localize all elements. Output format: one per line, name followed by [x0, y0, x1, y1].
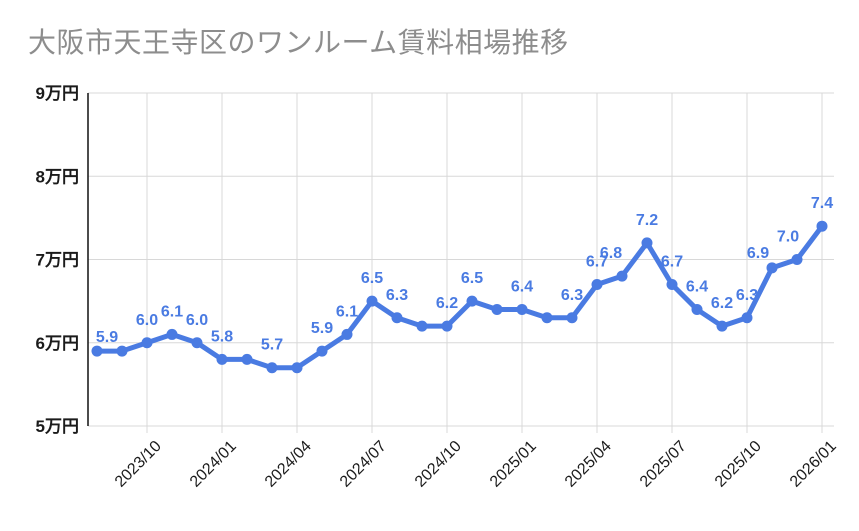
data-point-2023-08[interactable] [91, 345, 103, 357]
data-point-2026-01[interactable] [816, 220, 828, 232]
point-value-label: 6.0 [186, 312, 208, 329]
data-point-2025-06[interactable] [641, 237, 653, 249]
x-axis-tick-label: 2026/01 [787, 438, 840, 491]
point-value-label: 5.9 [311, 320, 333, 337]
y-axis-tick-label: 8万円 [36, 167, 79, 186]
data-point-2024-11[interactable] [466, 295, 478, 307]
y-axis-tick-label: 5万円 [36, 417, 79, 436]
data-point-2023-11[interactable] [166, 328, 178, 340]
data-point-2025-03[interactable] [566, 312, 578, 324]
point-value-label: 7.4 [811, 195, 833, 212]
x-axis-tick-label: 2024/10 [412, 438, 465, 491]
y-axis-tick-label: 7万円 [36, 251, 79, 270]
data-point-2024-01[interactable] [216, 353, 228, 365]
point-value-label: 5.8 [211, 328, 233, 345]
data-point-2024-06[interactable] [341, 328, 353, 340]
data-point-2025-04[interactable] [591, 278, 603, 290]
data-point-2025-02[interactable] [541, 312, 553, 324]
point-value-label: 6.2 [436, 295, 458, 312]
point-value-label: 6.3 [736, 287, 758, 304]
point-value-label: 6.9 [747, 245, 769, 262]
point-value-label: 6.1 [161, 303, 183, 320]
point-value-label: 5.7 [261, 337, 283, 354]
data-point-2025-05[interactable] [616, 270, 628, 282]
x-axis-tick-label: 2024/04 [262, 438, 315, 491]
x-axis-tick-label: 2025/01 [487, 438, 540, 491]
x-axis-tick-label: 2025/10 [712, 438, 765, 491]
point-value-label: 6.4 [686, 278, 708, 295]
data-point-2024-04[interactable] [291, 362, 303, 374]
x-axis-tick-label: 2023/10 [112, 438, 165, 491]
point-value-label: 6.5 [361, 270, 383, 287]
x-axis-tick-label: 2024/01 [187, 438, 240, 491]
point-value-label: 6.3 [386, 287, 408, 304]
point-value-label: 7.0 [777, 229, 799, 246]
data-point-2025-11[interactable] [766, 262, 778, 274]
data-point-2024-03[interactable] [266, 362, 278, 374]
point-value-label: 6.7 [661, 253, 683, 270]
x-axis-tick-label: 2025/04 [562, 438, 615, 491]
point-value-label: 6.1 [336, 303, 358, 320]
data-point-2025-09[interactable] [716, 320, 728, 332]
point-value-label: 6.5 [461, 270, 483, 287]
data-point-2025-10[interactable] [741, 312, 753, 324]
point-value-label: 6.0 [136, 312, 158, 329]
point-value-label: 6.4 [511, 278, 533, 295]
data-point-2025-12[interactable] [791, 254, 803, 265]
x-axis-tick-label: 2025/07 [637, 438, 690, 491]
data-point-2023-10[interactable] [141, 337, 153, 349]
data-point-2025-08[interactable] [691, 303, 703, 315]
data-point-2024-02[interactable] [241, 353, 253, 365]
x-axis-tick-label: 2024/07 [337, 438, 390, 491]
point-value-label: 6.7 [586, 253, 608, 270]
point-value-label: 6.8 [600, 245, 622, 262]
data-point-2024-08[interactable] [391, 312, 403, 324]
point-value-label: 7.2 [636, 212, 658, 229]
data-point-2024-05[interactable] [316, 345, 328, 357]
chart-title: 大阪市天王寺区のワンルーム賃料相場推移 [28, 27, 569, 58]
data-point-2023-09[interactable] [116, 345, 128, 357]
data-point-2025-07[interactable] [666, 278, 678, 290]
y-axis-tick-label: 9万円 [36, 84, 79, 103]
data-point-2024-10[interactable] [441, 320, 453, 332]
data-point-2025-01[interactable] [516, 303, 528, 315]
data-point-2024-12[interactable] [491, 303, 503, 315]
data-point-2023-12[interactable] [191, 337, 203, 349]
point-value-label: 6.3 [561, 287, 583, 304]
point-value-label: 5.9 [96, 329, 118, 346]
data-point-2024-09[interactable] [416, 320, 428, 332]
y-axis-tick-label: 6万円 [36, 334, 79, 353]
data-point-2024-07[interactable] [366, 295, 378, 307]
point-value-label: 6.2 [711, 295, 733, 312]
